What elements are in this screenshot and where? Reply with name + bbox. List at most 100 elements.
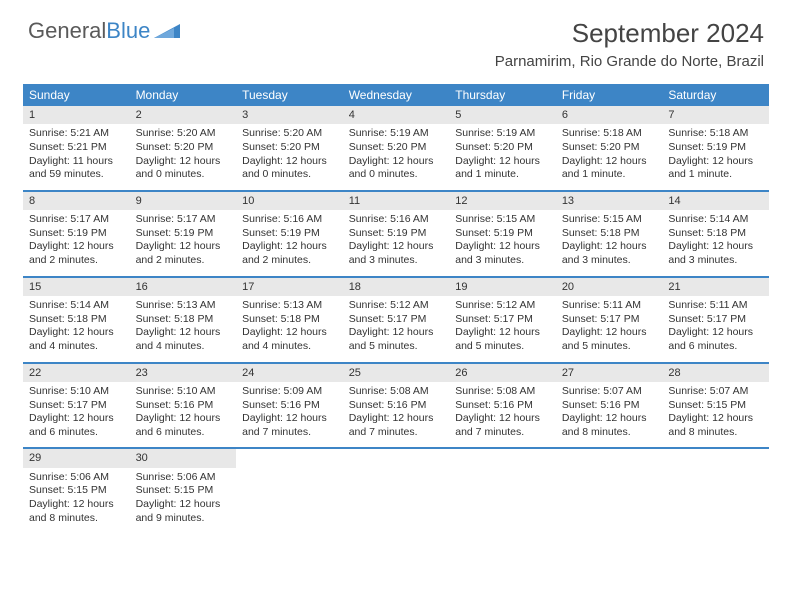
daylight-text: Daylight: 12 hours and 4 minutes. (136, 326, 231, 353)
sunrise-text: Sunrise: 5:20 AM (136, 127, 231, 141)
day-body: Sunrise: 5:13 AMSunset: 5:18 PMDaylight:… (236, 296, 343, 362)
day-body: Sunrise: 5:09 AMSunset: 5:16 PMDaylight:… (236, 382, 343, 448)
sunset-text: Sunset: 5:20 PM (136, 141, 231, 155)
calendar-cell (662, 448, 769, 533)
day-number: 6 (556, 106, 663, 124)
daylight-text: Daylight: 12 hours and 6 minutes. (668, 326, 763, 353)
day-header: Wednesday (343, 84, 450, 106)
calendar-cell: 2Sunrise: 5:20 AMSunset: 5:20 PMDaylight… (130, 106, 237, 191)
daylight-text: Daylight: 12 hours and 5 minutes. (455, 326, 550, 353)
sunrise-text: Sunrise: 5:15 AM (455, 213, 550, 227)
sunrise-text: Sunrise: 5:17 AM (136, 213, 231, 227)
day-header-row: Sunday Monday Tuesday Wednesday Thursday… (23, 84, 769, 106)
day-number: 23 (130, 364, 237, 382)
sunrise-text: Sunrise: 5:10 AM (136, 385, 231, 399)
calendar-cell: 18Sunrise: 5:12 AMSunset: 5:17 PMDayligh… (343, 277, 450, 363)
header: GeneralBlue September 2024 Parnamirim, R… (0, 0, 792, 78)
calendar-cell: 19Sunrise: 5:12 AMSunset: 5:17 PMDayligh… (449, 277, 556, 363)
day-header: Sunday (23, 84, 130, 106)
sunrise-text: Sunrise: 5:13 AM (242, 299, 337, 313)
sunrise-text: Sunrise: 5:07 AM (562, 385, 657, 399)
daylight-text: Daylight: 12 hours and 0 minutes. (242, 155, 337, 182)
day-number: 28 (662, 364, 769, 382)
sunrise-text: Sunrise: 5:21 AM (29, 127, 124, 141)
sunset-text: Sunset: 5:19 PM (349, 227, 444, 241)
daylight-text: Daylight: 12 hours and 7 minutes. (455, 412, 550, 439)
day-number: 1 (23, 106, 130, 124)
day-body: Sunrise: 5:19 AMSunset: 5:20 PMDaylight:… (449, 124, 556, 190)
calendar-cell: 8Sunrise: 5:17 AMSunset: 5:19 PMDaylight… (23, 191, 130, 277)
sunset-text: Sunset: 5:18 PM (136, 313, 231, 327)
sunrise-text: Sunrise: 5:11 AM (668, 299, 763, 313)
sunrise-text: Sunrise: 5:18 AM (668, 127, 763, 141)
day-header: Thursday (449, 84, 556, 106)
daylight-text: Daylight: 12 hours and 4 minutes. (29, 326, 124, 353)
calendar-row: 29Sunrise: 5:06 AMSunset: 5:15 PMDayligh… (23, 448, 769, 533)
day-number: 26 (449, 364, 556, 382)
sunset-text: Sunset: 5:19 PM (668, 141, 763, 155)
sunset-text: Sunset: 5:17 PM (562, 313, 657, 327)
sunrise-text: Sunrise: 5:09 AM (242, 385, 337, 399)
daylight-text: Daylight: 12 hours and 8 minutes. (29, 498, 124, 525)
sunset-text: Sunset: 5:19 PM (455, 227, 550, 241)
day-header: Saturday (662, 84, 769, 106)
sunrise-text: Sunrise: 5:10 AM (29, 385, 124, 399)
calendar-cell (556, 448, 663, 533)
sunset-text: Sunset: 5:17 PM (668, 313, 763, 327)
day-body: Sunrise: 5:06 AMSunset: 5:15 PMDaylight:… (130, 468, 237, 534)
calendar-cell: 1Sunrise: 5:21 AMSunset: 5:21 PMDaylight… (23, 106, 130, 191)
logo: GeneralBlue (28, 18, 180, 44)
daylight-text: Daylight: 12 hours and 3 minutes. (455, 240, 550, 267)
daylight-text: Daylight: 12 hours and 8 minutes. (562, 412, 657, 439)
sunset-text: Sunset: 5:18 PM (562, 227, 657, 241)
day-body: Sunrise: 5:07 AMSunset: 5:16 PMDaylight:… (556, 382, 663, 448)
sunrise-text: Sunrise: 5:20 AM (242, 127, 337, 141)
daylight-text: Daylight: 12 hours and 1 minute. (562, 155, 657, 182)
daylight-text: Daylight: 12 hours and 7 minutes. (242, 412, 337, 439)
daylight-text: Daylight: 12 hours and 4 minutes. (242, 326, 337, 353)
calendar-cell (236, 448, 343, 533)
calendar-row: 15Sunrise: 5:14 AMSunset: 5:18 PMDayligh… (23, 277, 769, 363)
day-number: 17 (236, 278, 343, 296)
day-number: 14 (662, 192, 769, 210)
daylight-text: Daylight: 12 hours and 0 minutes. (349, 155, 444, 182)
sunset-text: Sunset: 5:20 PM (562, 141, 657, 155)
day-number: 8 (23, 192, 130, 210)
calendar-cell: 16Sunrise: 5:13 AMSunset: 5:18 PMDayligh… (130, 277, 237, 363)
calendar-table: Sunday Monday Tuesday Wednesday Thursday… (23, 84, 769, 533)
sunrise-text: Sunrise: 5:06 AM (136, 471, 231, 485)
day-body: Sunrise: 5:07 AMSunset: 5:15 PMDaylight:… (662, 382, 769, 448)
sunset-text: Sunset: 5:19 PM (242, 227, 337, 241)
sunrise-text: Sunrise: 5:12 AM (455, 299, 550, 313)
sunrise-text: Sunrise: 5:16 AM (242, 213, 337, 227)
daylight-text: Daylight: 12 hours and 2 minutes. (136, 240, 231, 267)
day-body: Sunrise: 5:16 AMSunset: 5:19 PMDaylight:… (236, 210, 343, 276)
calendar-cell: 12Sunrise: 5:15 AMSunset: 5:19 PMDayligh… (449, 191, 556, 277)
sunrise-text: Sunrise: 5:14 AM (29, 299, 124, 313)
day-number: 3 (236, 106, 343, 124)
calendar-cell: 4Sunrise: 5:19 AMSunset: 5:20 PMDaylight… (343, 106, 450, 191)
sunset-text: Sunset: 5:20 PM (242, 141, 337, 155)
day-body: Sunrise: 5:12 AMSunset: 5:17 PMDaylight:… (343, 296, 450, 362)
day-body: Sunrise: 5:10 AMSunset: 5:17 PMDaylight:… (23, 382, 130, 448)
sunset-text: Sunset: 5:19 PM (29, 227, 124, 241)
sunset-text: Sunset: 5:16 PM (562, 399, 657, 413)
day-body: Sunrise: 5:08 AMSunset: 5:16 PMDaylight:… (343, 382, 450, 448)
day-header: Monday (130, 84, 237, 106)
calendar-cell: 17Sunrise: 5:13 AMSunset: 5:18 PMDayligh… (236, 277, 343, 363)
day-number: 13 (556, 192, 663, 210)
day-body: Sunrise: 5:11 AMSunset: 5:17 PMDaylight:… (662, 296, 769, 362)
sunset-text: Sunset: 5:16 PM (455, 399, 550, 413)
day-body: Sunrise: 5:06 AMSunset: 5:15 PMDaylight:… (23, 468, 130, 534)
calendar-row: 8Sunrise: 5:17 AMSunset: 5:19 PMDaylight… (23, 191, 769, 277)
calendar-cell: 21Sunrise: 5:11 AMSunset: 5:17 PMDayligh… (662, 277, 769, 363)
day-body: Sunrise: 5:16 AMSunset: 5:19 PMDaylight:… (343, 210, 450, 276)
calendar-cell: 25Sunrise: 5:08 AMSunset: 5:16 PMDayligh… (343, 363, 450, 449)
sunset-text: Sunset: 5:15 PM (668, 399, 763, 413)
day-body: Sunrise: 5:15 AMSunset: 5:19 PMDaylight:… (449, 210, 556, 276)
calendar-cell (449, 448, 556, 533)
calendar-cell: 15Sunrise: 5:14 AMSunset: 5:18 PMDayligh… (23, 277, 130, 363)
day-body: Sunrise: 5:11 AMSunset: 5:17 PMDaylight:… (556, 296, 663, 362)
day-header: Tuesday (236, 84, 343, 106)
daylight-text: Daylight: 12 hours and 5 minutes. (349, 326, 444, 353)
